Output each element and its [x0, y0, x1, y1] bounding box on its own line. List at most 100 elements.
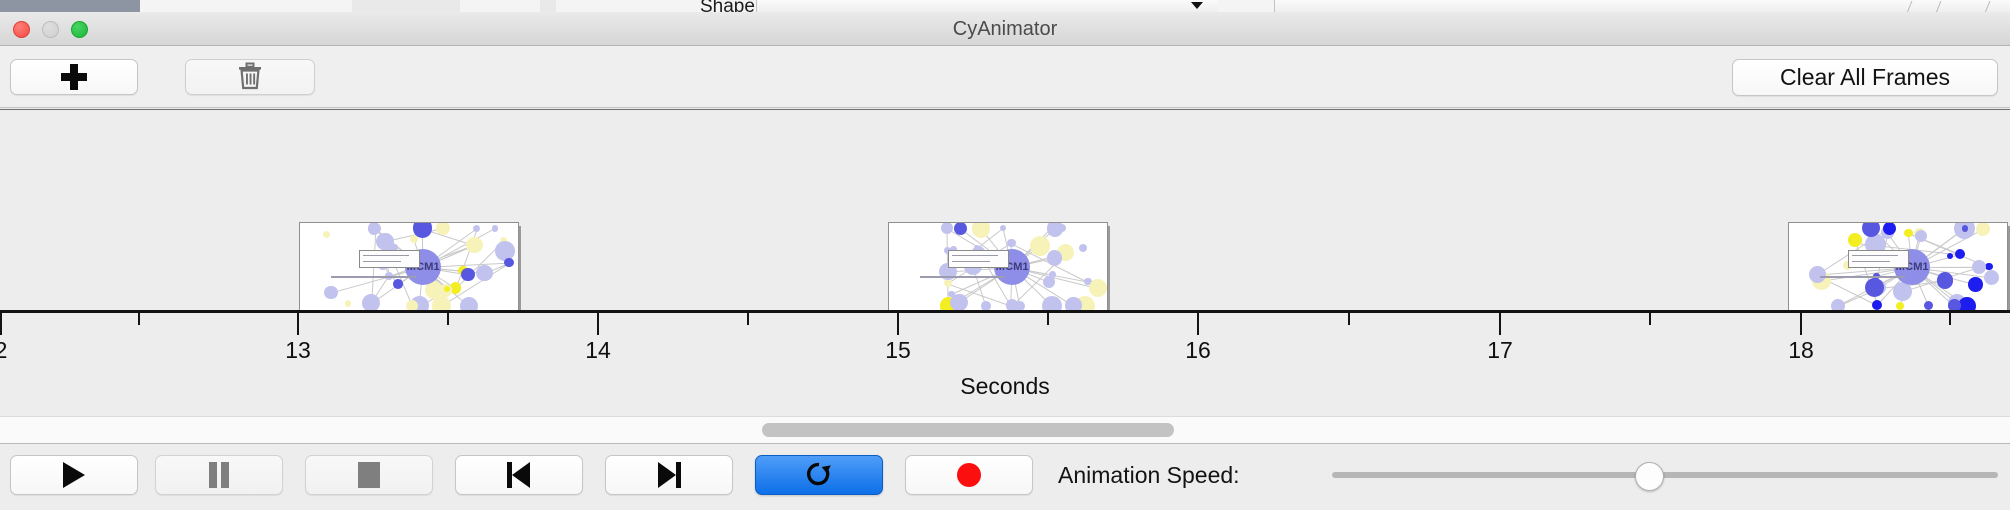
ruler-tick-minor — [138, 313, 140, 325]
network-node — [948, 290, 956, 298]
ruler-tick-major — [1499, 313, 1501, 335]
network-node — [370, 223, 382, 234]
record-button[interactable] — [905, 455, 1033, 495]
annotation-text-line — [951, 261, 990, 263]
network-node — [941, 223, 954, 235]
network-node — [1862, 223, 1881, 238]
stop-button — [305, 455, 433, 495]
maximize-button[interactable] — [71, 21, 88, 38]
frame-annotation-box — [947, 250, 1009, 269]
network-node — [1955, 248, 1966, 260]
network-node — [376, 232, 394, 251]
frame-annotation-box — [358, 250, 420, 269]
network-node — [435, 223, 450, 236]
background-fragment — [0, 0, 141, 12]
playback-controls: Animation Speed: — [0, 445, 2010, 510]
ruler-tick-minor — [1949, 313, 1951, 325]
network-node — [1842, 260, 1852, 270]
network-node — [1914, 229, 1928, 243]
network-node — [459, 296, 478, 310]
frame-caption-text — [919, 275, 1005, 278]
network-node — [1947, 299, 1961, 310]
network-node — [1042, 295, 1063, 310]
network-node — [1006, 238, 1016, 248]
frame-thumbnail-1[interactable]: MCM1 — [299, 222, 521, 310]
ruler-tick-label: 16 — [1185, 337, 1211, 363]
network-node — [1958, 296, 1977, 310]
network-node — [1865, 277, 1885, 297]
frame-preview: MCM1 — [299, 222, 519, 310]
network-node — [1947, 253, 1954, 260]
background-triangle-icon — [1191, 2, 1203, 9]
background-fragment — [140, 0, 353, 12]
annotation-text-line — [1851, 261, 1890, 263]
loop-button[interactable] — [755, 455, 883, 495]
network-node — [1049, 271, 1056, 279]
network-node — [466, 236, 483, 253]
ruler-tick-label: 2 — [0, 337, 8, 363]
annotation-text-line — [362, 261, 401, 263]
annotation-text-line — [951, 255, 998, 257]
add-frame-button[interactable] — [10, 59, 138, 95]
network-node — [449, 282, 462, 294]
network-node — [495, 240, 515, 261]
network-node — [412, 223, 433, 239]
ruler-tick-minor — [1047, 313, 1049, 325]
frame-caption-text — [330, 275, 416, 278]
background-fragment — [460, 0, 541, 12]
play-icon — [63, 462, 85, 488]
animation-speed-slider-track[interactable] — [1332, 472, 1998, 478]
network-node — [1904, 228, 1913, 238]
network-node — [1896, 301, 1905, 310]
timeline-track[interactable]: MCM1 MCM1 MCM1 — [0, 109, 2010, 310]
pause-icon — [208, 462, 230, 488]
frame-preview: MCM1 — [888, 222, 1108, 310]
network-node — [410, 234, 418, 243]
network-node — [344, 299, 352, 307]
network-node — [1882, 223, 1896, 235]
network-node — [943, 247, 951, 255]
network-node — [1808, 266, 1826, 284]
skip-to-start-button[interactable] — [455, 455, 583, 495]
background-fragment — [556, 0, 757, 12]
ruler-tick-minor — [1649, 313, 1651, 325]
background-window-strip: Shape — [0, 0, 2010, 13]
play-button[interactable] — [10, 455, 138, 495]
network-node — [1065, 297, 1083, 310]
network-node — [362, 294, 381, 310]
clear-all-frames-label: Clear All Frames — [1780, 64, 1950, 90]
network-node — [499, 236, 508, 244]
background-fragment — [1218, 0, 1275, 12]
frame-thumbnail-2[interactable]: MCM1 — [888, 222, 1110, 310]
frame-caption-text — [1819, 275, 1905, 278]
minimize-button[interactable] — [42, 21, 59, 38]
network-node — [1983, 269, 2000, 286]
timeline-scrollbar[interactable] — [0, 416, 2010, 444]
network-node — [1872, 299, 1883, 310]
plus-icon — [61, 64, 87, 90]
network-node — [1985, 263, 1993, 271]
clear-all-frames-button[interactable]: Clear All Frames — [1732, 59, 1998, 96]
network-node — [476, 264, 493, 282]
animation-speed-label: Animation Speed: — [1058, 462, 1240, 488]
background-fragment — [352, 0, 461, 12]
background-fragment — [540, 0, 557, 12]
ruler-tick-minor — [447, 313, 449, 325]
loop-icon — [806, 462, 831, 486]
timeline-scrollbar-thumb[interactable] — [762, 423, 1174, 437]
seconds-axis-label: Seconds — [960, 373, 1050, 399]
delete-frame-button[interactable] — [185, 59, 315, 95]
title-bar: CyAnimator — [0, 12, 2010, 46]
skip-forward-icon — [657, 462, 681, 488]
network-node — [1043, 275, 1056, 289]
skip-to-end-button[interactable] — [605, 455, 733, 495]
trash-icon — [239, 62, 261, 90]
frame-thumbnail-3[interactable]: MCM1 — [1788, 222, 2010, 310]
network-node — [431, 295, 452, 310]
network-node — [1893, 282, 1913, 302]
network-node — [491, 225, 499, 232]
animation-speed-slider-thumb[interactable] — [1635, 462, 1664, 491]
annotation-text-line — [1851, 255, 1898, 257]
close-button[interactable] — [13, 21, 30, 38]
